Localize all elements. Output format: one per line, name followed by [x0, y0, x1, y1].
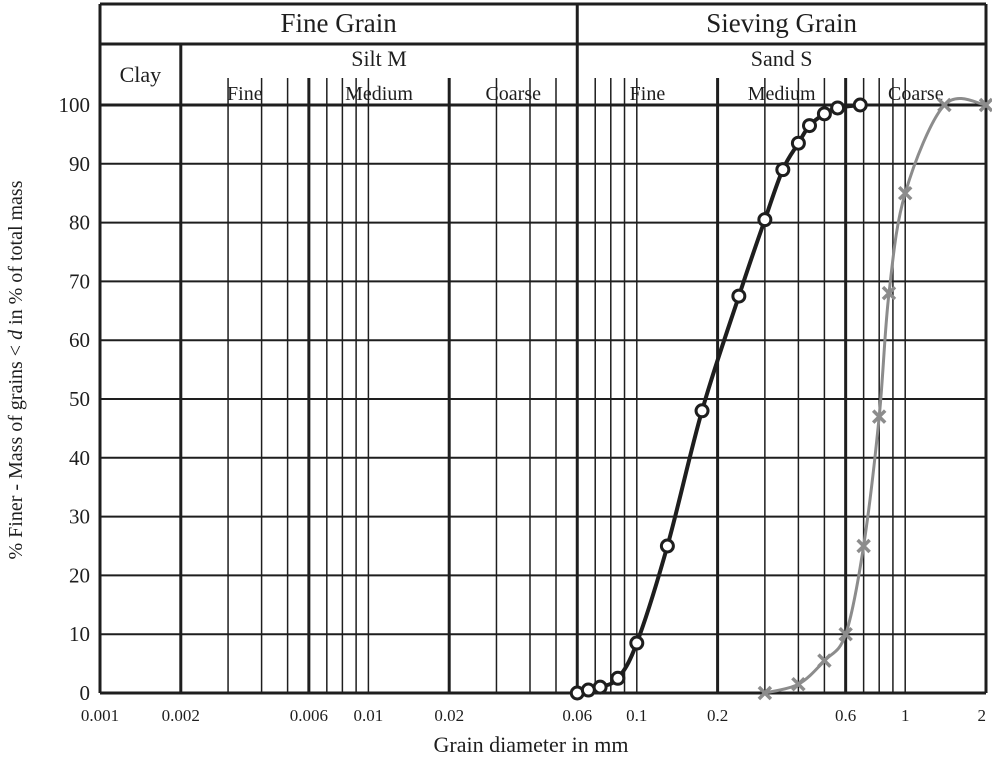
data-point-circle [694, 403, 710, 419]
y-axis-label-part-1: % Finer - Mass of grains < [5, 340, 27, 560]
data-point-circle [629, 635, 645, 651]
tick-labels: 0 10 20 30 40 50 60 70 80 90 100 0.001 0.002 0.006 0.0… [59, 93, 987, 725]
header-middle-label: Clay [120, 62, 162, 87]
x-tick-label: 0.02 [434, 706, 464, 725]
data-point-x [871, 409, 887, 424]
classification-header: Fine Grain Sieving Grain Clay Silt M Sand S F… [120, 8, 944, 105]
data-point-x [757, 685, 773, 701]
data-point-circle [830, 100, 846, 116]
x-tick-label: 0.001 [81, 706, 119, 725]
y-tick-label: 50 [69, 387, 90, 411]
x-tick-label: 0.1 [626, 706, 647, 725]
x-tick-label: 2 [978, 706, 987, 725]
data-point-circle [659, 538, 675, 554]
y-tick-label: 40 [69, 446, 90, 470]
header-bottom-label: Fine [227, 83, 263, 105]
series-1 [569, 97, 868, 701]
x-tick-label: 0.002 [162, 706, 200, 725]
y-axis-label-part-3: in % of total mass [5, 180, 27, 330]
y-axis-label: % Finer - Mass of grains < d in % of tot… [5, 180, 27, 559]
y-tick-label: 80 [69, 211, 90, 235]
header-bottom-label: Coarse [485, 83, 541, 105]
data-point-x [881, 285, 897, 301]
y-tick-label: 20 [69, 563, 90, 587]
y-tick-label: 90 [69, 152, 90, 176]
y-tick-label: 0 [80, 681, 91, 705]
data-point-x [856, 538, 871, 554]
data-point-x [937, 97, 952, 113]
x-tick-label: 0.006 [290, 706, 328, 725]
y-tick-label: 70 [69, 269, 90, 293]
y-axis-label-part-2: d [5, 329, 27, 340]
header-bottom-label: Fine [630, 83, 666, 105]
x-tick-label: 0.06 [562, 706, 592, 725]
header-bottom-label: Medium [748, 83, 816, 105]
data-point-circle [816, 106, 832, 122]
data-point-circle [592, 679, 608, 695]
data-point-circle [802, 118, 818, 134]
data-point-circle [852, 97, 868, 113]
x-tick-label: 0.01 [354, 706, 384, 725]
header-top-label: Sieving Grain [706, 8, 857, 38]
data-point-x [791, 676, 806, 692]
data-point-x [897, 185, 913, 201]
x-tick-label: 1 [901, 706, 910, 725]
header-top-label: Fine Grain [281, 8, 398, 38]
data-point-x [838, 626, 853, 642]
header-middle-label: Silt M [351, 46, 407, 71]
data-point-circle [731, 288, 747, 304]
y-tick-label: 60 [69, 328, 90, 352]
x-tick-label: 0.6 [835, 706, 856, 725]
data-point-circle [757, 212, 773, 228]
data-point-circle [610, 670, 626, 686]
header-bottom-label: Coarse [888, 83, 944, 105]
y-tick-label: 30 [69, 505, 90, 529]
series-layer [569, 97, 992, 701]
data-point-circle [790, 135, 806, 151]
data-point-circle [775, 162, 791, 178]
data-point-x [978, 97, 992, 113]
x-tick-label: 0.2 [707, 706, 728, 725]
header-middle-label: Sand S [751, 46, 813, 71]
x-axis-label: Grain diameter in mm [434, 732, 629, 757]
header-bottom-label: Medium [345, 83, 413, 105]
series-2 [757, 97, 992, 701]
y-tick-label: 100 [59, 93, 91, 117]
y-tick-label: 10 [69, 622, 90, 646]
data-point-circle [580, 682, 596, 698]
data-point-x [817, 653, 832, 668]
series-line [576, 103, 861, 695]
